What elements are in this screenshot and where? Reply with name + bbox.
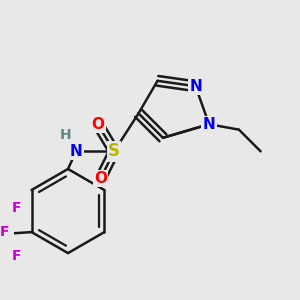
Text: F: F (12, 201, 21, 215)
Text: O: O (91, 117, 104, 132)
Text: F: F (12, 250, 21, 263)
Text: F: F (0, 225, 9, 239)
Text: S: S (108, 142, 120, 160)
Text: H: H (59, 128, 71, 142)
Text: N: N (189, 79, 202, 94)
Text: N: N (70, 144, 83, 159)
Text: O: O (94, 171, 107, 186)
Text: N: N (203, 117, 215, 132)
